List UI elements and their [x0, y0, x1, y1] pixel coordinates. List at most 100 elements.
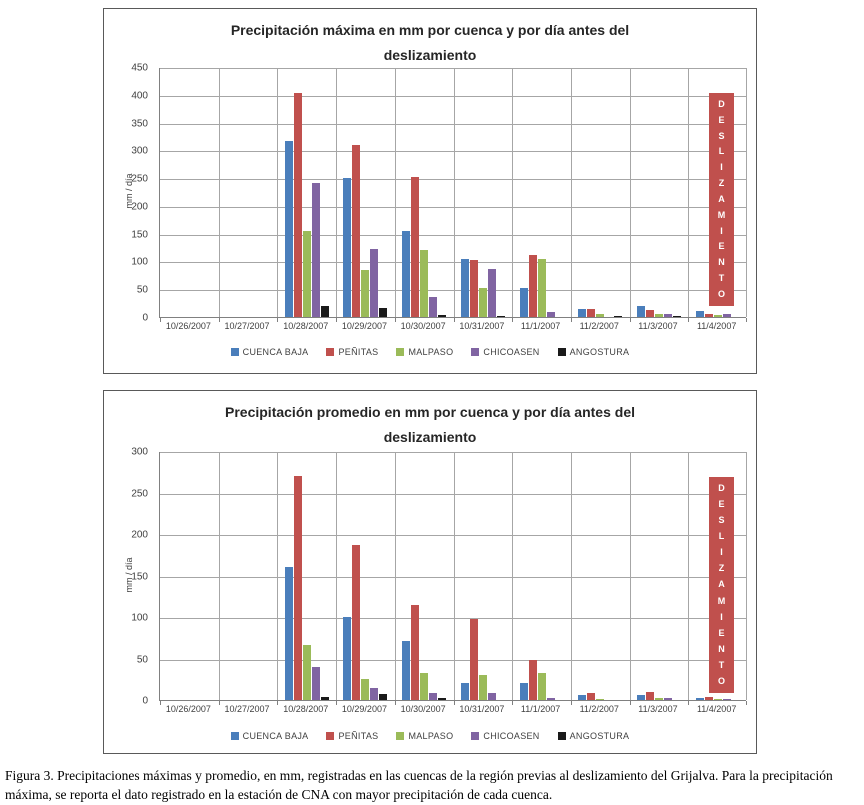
bar-cuenca-baja [637, 695, 645, 700]
bar-cuenca-baja [520, 288, 528, 317]
bar-malpaso [420, 673, 428, 700]
bar-malpaso [479, 288, 487, 317]
legend-item-cuenca-baja: CUENCA BAJA [230, 347, 309, 357]
gridline-v [630, 68, 631, 317]
legend-label: ANGOSTURA [569, 347, 630, 357]
bar-cuenca-baja [285, 141, 293, 317]
x-tick-label: 11/1/2007 [520, 321, 561, 331]
x-tick-label: 11/1/2007 [520, 704, 561, 714]
y-tick-label: 50 [136, 284, 148, 296]
gridline-v [512, 68, 513, 317]
y-axis-ticks: 0 50 100 150 200 250 300 350 400 450 [104, 63, 154, 324]
annotation-letter: E [718, 499, 725, 510]
legend-marker [326, 348, 335, 356]
y-tick-label: 150 [131, 571, 148, 583]
annotation-letter: I [720, 162, 723, 173]
chart-title: Precipitación promedio en mm por cuenca … [104, 400, 756, 449]
annotation-letter: E [718, 114, 725, 125]
legend-label: CHICOASEN [483, 731, 540, 741]
x-tick-mark [336, 701, 337, 705]
bar-cuenca-baja [402, 231, 410, 317]
bar-peñitas [529, 255, 537, 317]
x-tick-mark [219, 701, 220, 705]
y-tick-label: 300 [131, 446, 148, 458]
x-tick-label: 11/3/2007 [638, 321, 678, 331]
bar-chicoasen [312, 183, 320, 317]
x-tick-mark [336, 318, 337, 322]
bar-cuenca-baja [343, 617, 351, 700]
bar-angostura [614, 316, 622, 317]
bar-peñitas [529, 660, 537, 700]
chart-panel-promedio: Precipitación promedio en mm por cuenca … [103, 390, 757, 754]
annotation-letter: Z [718, 563, 725, 574]
bar-chicoasen [664, 698, 672, 700]
legend-label: CUENCA BAJA [242, 347, 309, 357]
bar-peñitas [705, 697, 713, 700]
x-tick-mark [630, 318, 631, 322]
y-tick-label: 0 [142, 312, 148, 324]
legend-marker [396, 348, 405, 356]
annotation-letter: O [717, 675, 725, 686]
x-tick-mark [160, 701, 161, 705]
gridline-h [160, 151, 746, 152]
bar-angostura [438, 698, 446, 700]
gridline-h [160, 179, 746, 180]
bar-angostura [321, 306, 329, 317]
x-tick-label: 10/31/2007 [459, 321, 505, 331]
annotation-letter: L [718, 146, 725, 157]
annotation-letter: D [718, 98, 725, 109]
bar-chicoasen [312, 667, 320, 700]
legend-label: MALPASO [408, 347, 454, 357]
chart-title-line2: deslizamiento [383, 428, 477, 445]
gridline-h [160, 124, 746, 125]
gridline-v [571, 452, 572, 700]
legend-marker [326, 732, 335, 740]
bar-cuenca-baja [402, 641, 410, 700]
annotation-letter: T [718, 273, 725, 284]
bar-cuenca-baja [461, 259, 469, 317]
x-tick-label: 10/29/2007 [341, 704, 387, 714]
figure-caption: Figura 3. Precipitaciones máximas y prom… [5, 768, 833, 802]
x-tick-label: 10/26/2007 [165, 704, 211, 714]
bar-angostura [321, 697, 329, 700]
x-tick-mark [454, 318, 455, 322]
x-tick-mark [512, 318, 513, 322]
y-tick-label: 300 [131, 145, 148, 157]
chart-title: Precipitación máxima en mm por cuenca y … [104, 18, 756, 67]
gridline-v [454, 68, 455, 317]
x-tick-label: 11/4/2007 [696, 704, 737, 714]
gridline-v [277, 68, 278, 317]
bar-chicoasen [429, 297, 437, 317]
y-tick-label: 0 [142, 695, 148, 707]
y-tick-label: 250 [131, 173, 148, 185]
bar-cuenca-baja [696, 311, 704, 317]
gridline-h [160, 96, 746, 97]
legend-label: MALPASO [408, 731, 454, 741]
gridline-v [336, 452, 337, 700]
bar-peñitas [646, 692, 654, 700]
bar-peñitas [411, 177, 419, 317]
y-tick-label: 100 [131, 256, 148, 268]
gridline-h [160, 618, 746, 619]
bar-peñitas [352, 145, 360, 317]
x-tick-mark [746, 701, 747, 705]
bar-malpaso [538, 673, 546, 700]
bar-angostura [673, 316, 681, 317]
bar-chicoasen [370, 249, 378, 317]
bar-malpaso [479, 675, 487, 700]
gridline-v [688, 452, 689, 700]
chart-title-line1: Precipitación promedio en mm por cuenca … [225, 404, 635, 420]
gridline-v [219, 68, 220, 317]
annotation-letter: D [718, 483, 725, 494]
bar-malpaso [596, 314, 604, 317]
x-tick-mark [571, 318, 572, 322]
legend-item-cuenca-baja: CUENCA BAJA [230, 731, 309, 741]
legend-item-peñitas: PEÑITAS [326, 731, 378, 741]
annotation-letter: N [718, 257, 725, 268]
annotation-letter: S [718, 515, 725, 526]
bar-malpaso [655, 698, 663, 700]
bar-cuenca-baja [578, 695, 586, 700]
chart-title-line1: Precipitación máxima en mm por cuenca y … [230, 22, 630, 38]
